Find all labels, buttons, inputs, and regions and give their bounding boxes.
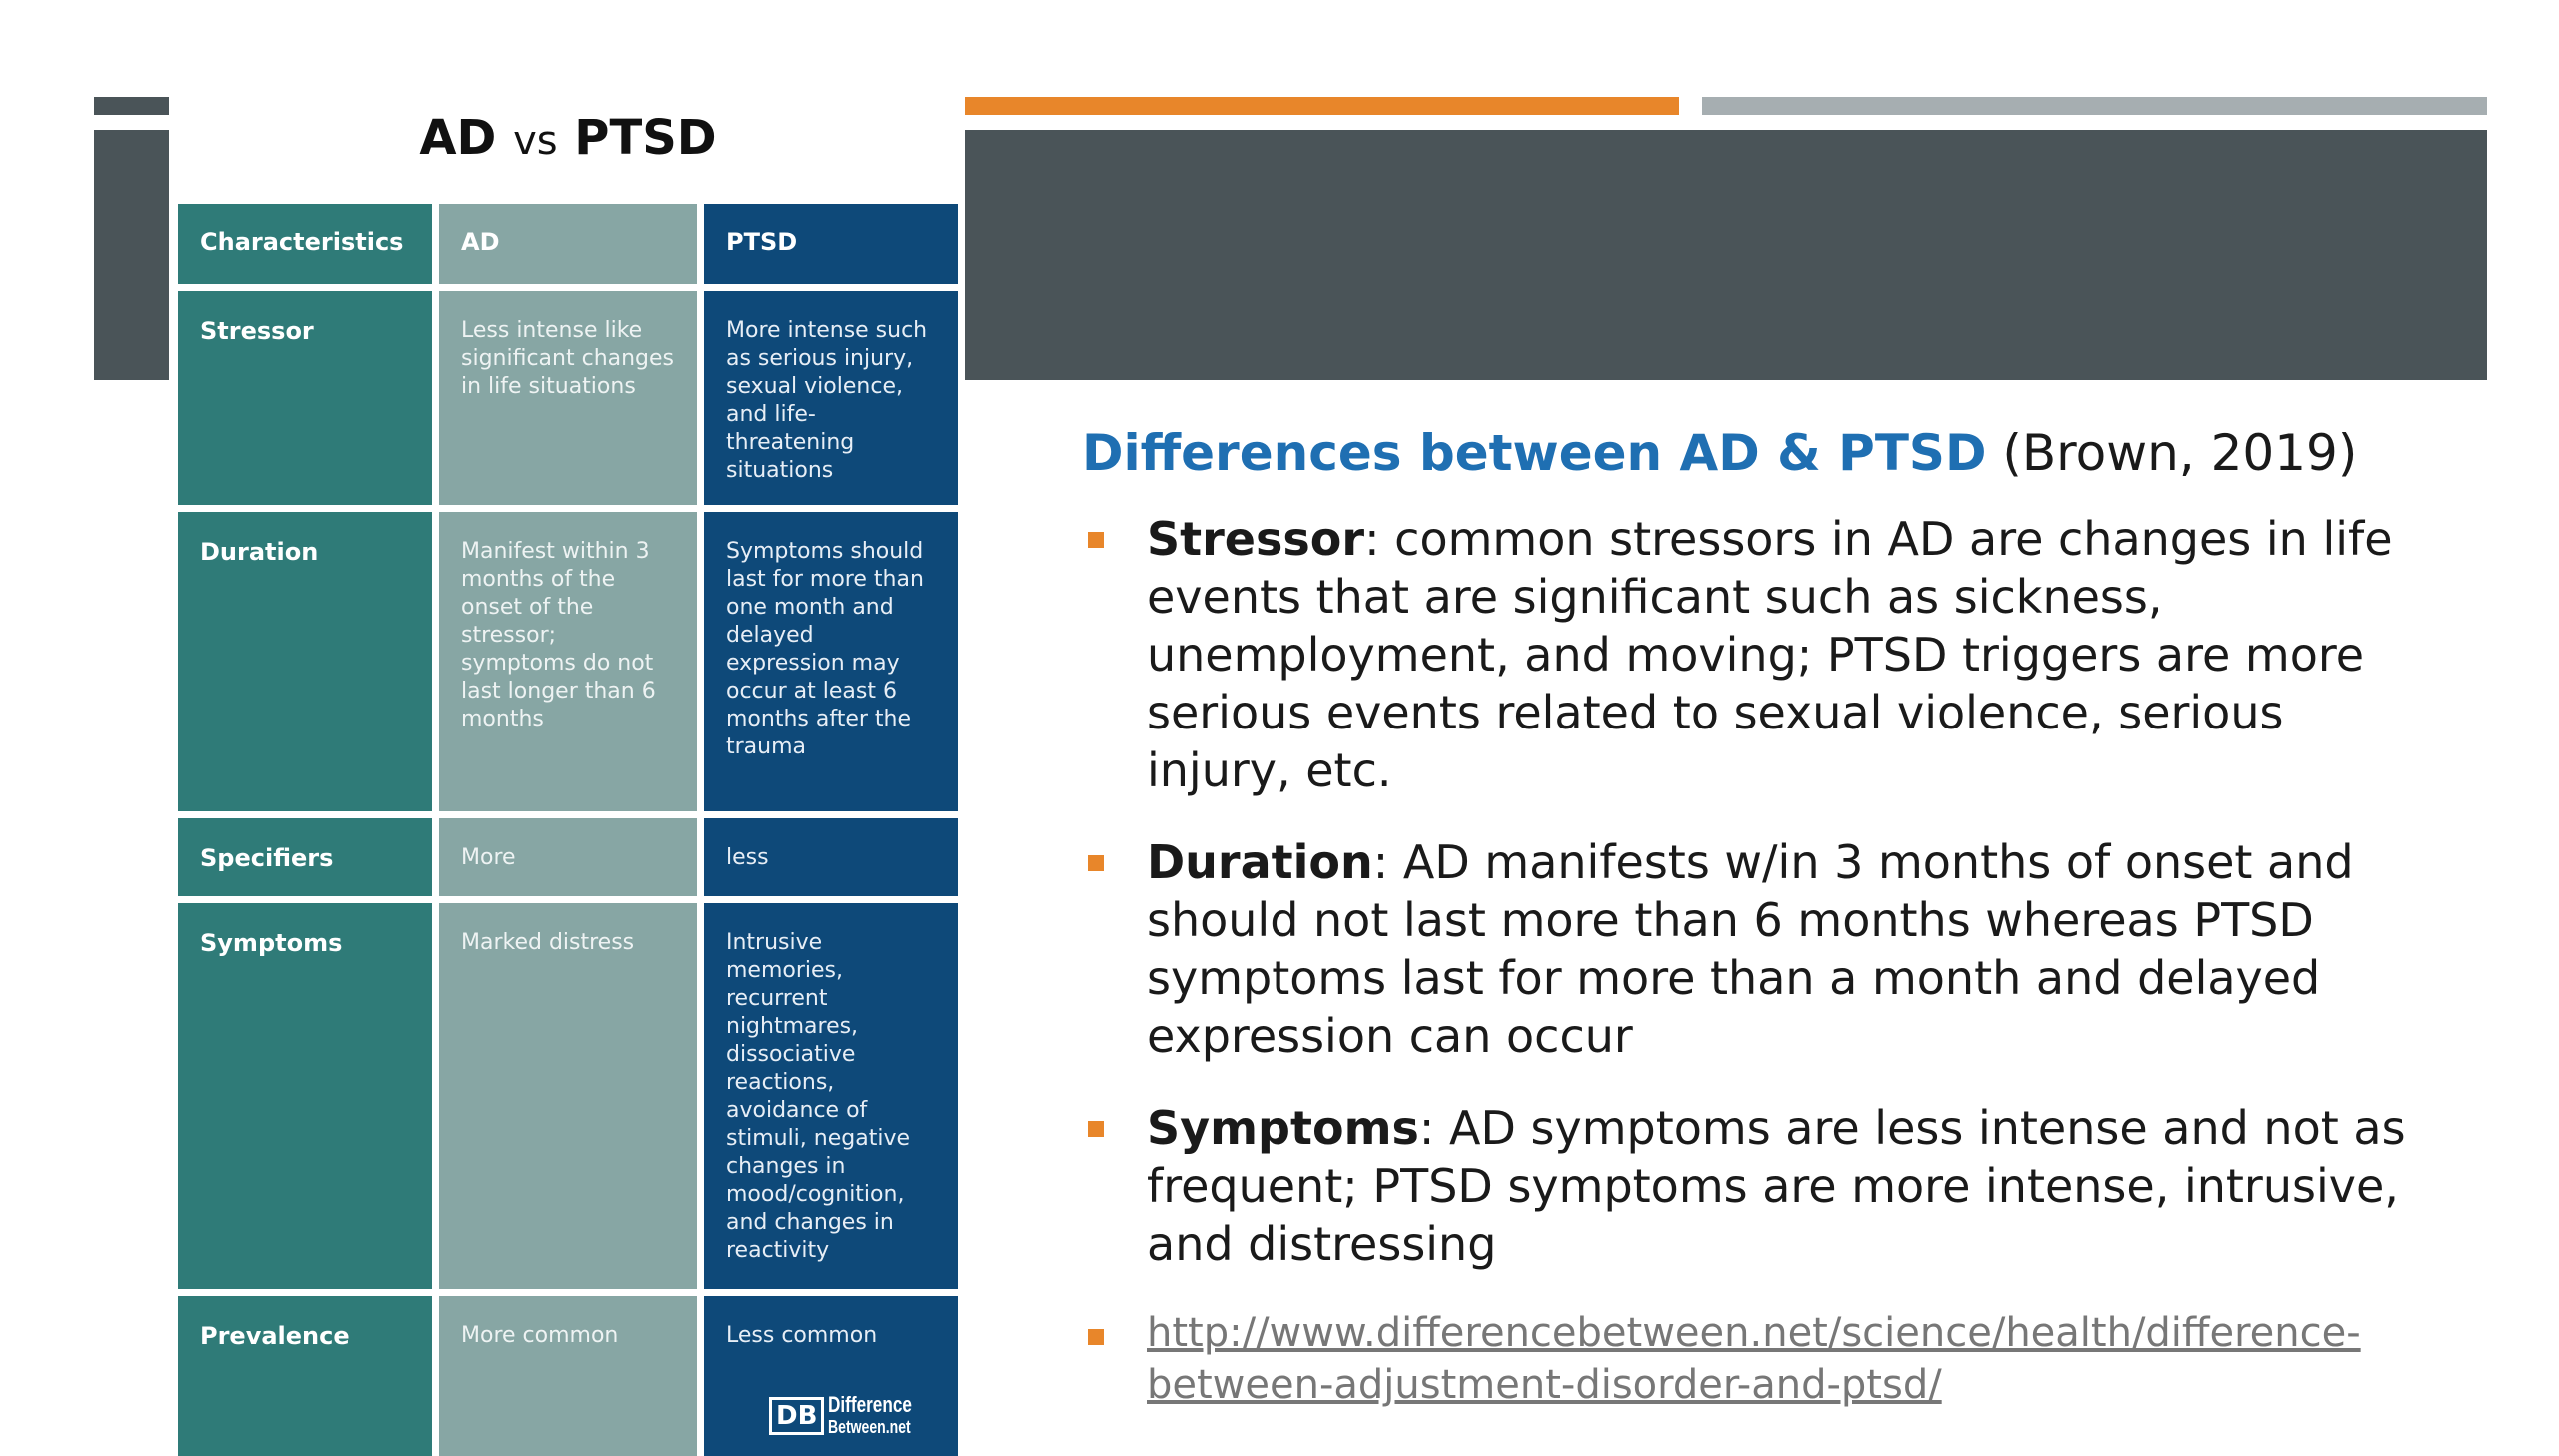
table-title-left: AD [419, 110, 497, 166]
row-specifiers-ad: More [439, 818, 697, 896]
logo-text: Difference Between.net [828, 1394, 912, 1438]
bullet-text: : AD symptoms are less intense and not a… [1147, 1101, 2406, 1271]
slide-title: Differences between AD & PTSD (Brown, 20… [1082, 424, 2501, 482]
bullet-symptoms: Symptoms: AD symptoms are less intense a… [1082, 1099, 2441, 1273]
row-symptoms-ad: Marked distress [439, 903, 697, 1289]
difference-between-logo: DB Difference Between.net [769, 1394, 936, 1438]
bullet-term: Duration [1147, 835, 1373, 889]
table-title: AD vs PTSD [178, 110, 958, 166]
row-stressor-ptsd: More intense such as serious injury, sex… [704, 291, 958, 505]
slide-title-highlight: Differences between AD & PTSD [1082, 424, 1987, 482]
bullet-square-icon [1088, 532, 1104, 548]
row-stressor-label: Stressor [178, 291, 432, 505]
row-prevalence-label: Prevalence [178, 1296, 432, 1456]
bullet-text: : common stressors in AD are changes in … [1147, 512, 2393, 797]
bullet-stressor: Stressor: common stressors in AD are cha… [1082, 510, 2441, 799]
row-symptoms-label: Symptoms [178, 903, 432, 1289]
row-duration-label: Duration [178, 512, 432, 811]
row-specifiers-ptsd: less [704, 818, 958, 896]
bullet-square-icon [1088, 855, 1104, 871]
bullet-term: Stressor [1147, 512, 1365, 566]
bullet-source-link: http://www.differencebetween.net/science… [1082, 1307, 2441, 1411]
orange-accent-bar [965, 97, 1679, 115]
row-specifiers-label: Specifiers [178, 818, 432, 896]
row-duration-ad: Manifest within 3 months of the onset of… [439, 512, 697, 811]
comparison-table: Characteristics AD PTSD Stressor Less in… [178, 204, 958, 1456]
row-prevalence-ptsd-cell: Less common DB Difference Between.net [704, 1296, 958, 1456]
bullet-duration: Duration: AD manifests w/in 3 months of … [1082, 833, 2441, 1065]
row-prevalence-ptsd: Less common [726, 1323, 878, 1348]
header-characteristics: Characteristics [178, 204, 432, 284]
table-title-right: PTSD [574, 110, 717, 166]
header-band [965, 130, 2487, 380]
left-accent-bar-top [94, 97, 169, 115]
header-ad: AD [439, 204, 697, 284]
left-accent-block [94, 130, 169, 380]
row-duration-ptsd: Symptoms should last for more than one m… [704, 512, 958, 811]
source-link[interactable]: http://www.differencebetween.net/science… [1147, 1310, 2361, 1408]
logo-line2: Between.net [828, 1417, 912, 1437]
bullet-list: Stressor: common stressors in AD are cha… [1082, 510, 2441, 1445]
bullet-square-icon [1088, 1329, 1104, 1345]
bullet-term: Symptoms [1147, 1101, 1419, 1155]
logo-line1: Difference [828, 1392, 913, 1417]
bullet-square-icon [1088, 1121, 1104, 1137]
table-title-vs: vs [513, 118, 558, 164]
gray-accent-bar [1702, 97, 2487, 115]
row-stressor-ad: Less intense like significant changes in… [439, 291, 697, 505]
slide-title-citation: (Brown, 2019) [1986, 424, 2358, 482]
row-prevalence-ad: More common [439, 1296, 697, 1456]
bullet-text: : AD manifests w/in 3 months of onset an… [1147, 835, 2354, 1063]
header-ptsd: PTSD [704, 204, 958, 284]
row-symptoms-ptsd: Intrusive memories, recurrent nightmares… [704, 903, 958, 1289]
logo-mark: DB [769, 1397, 825, 1435]
